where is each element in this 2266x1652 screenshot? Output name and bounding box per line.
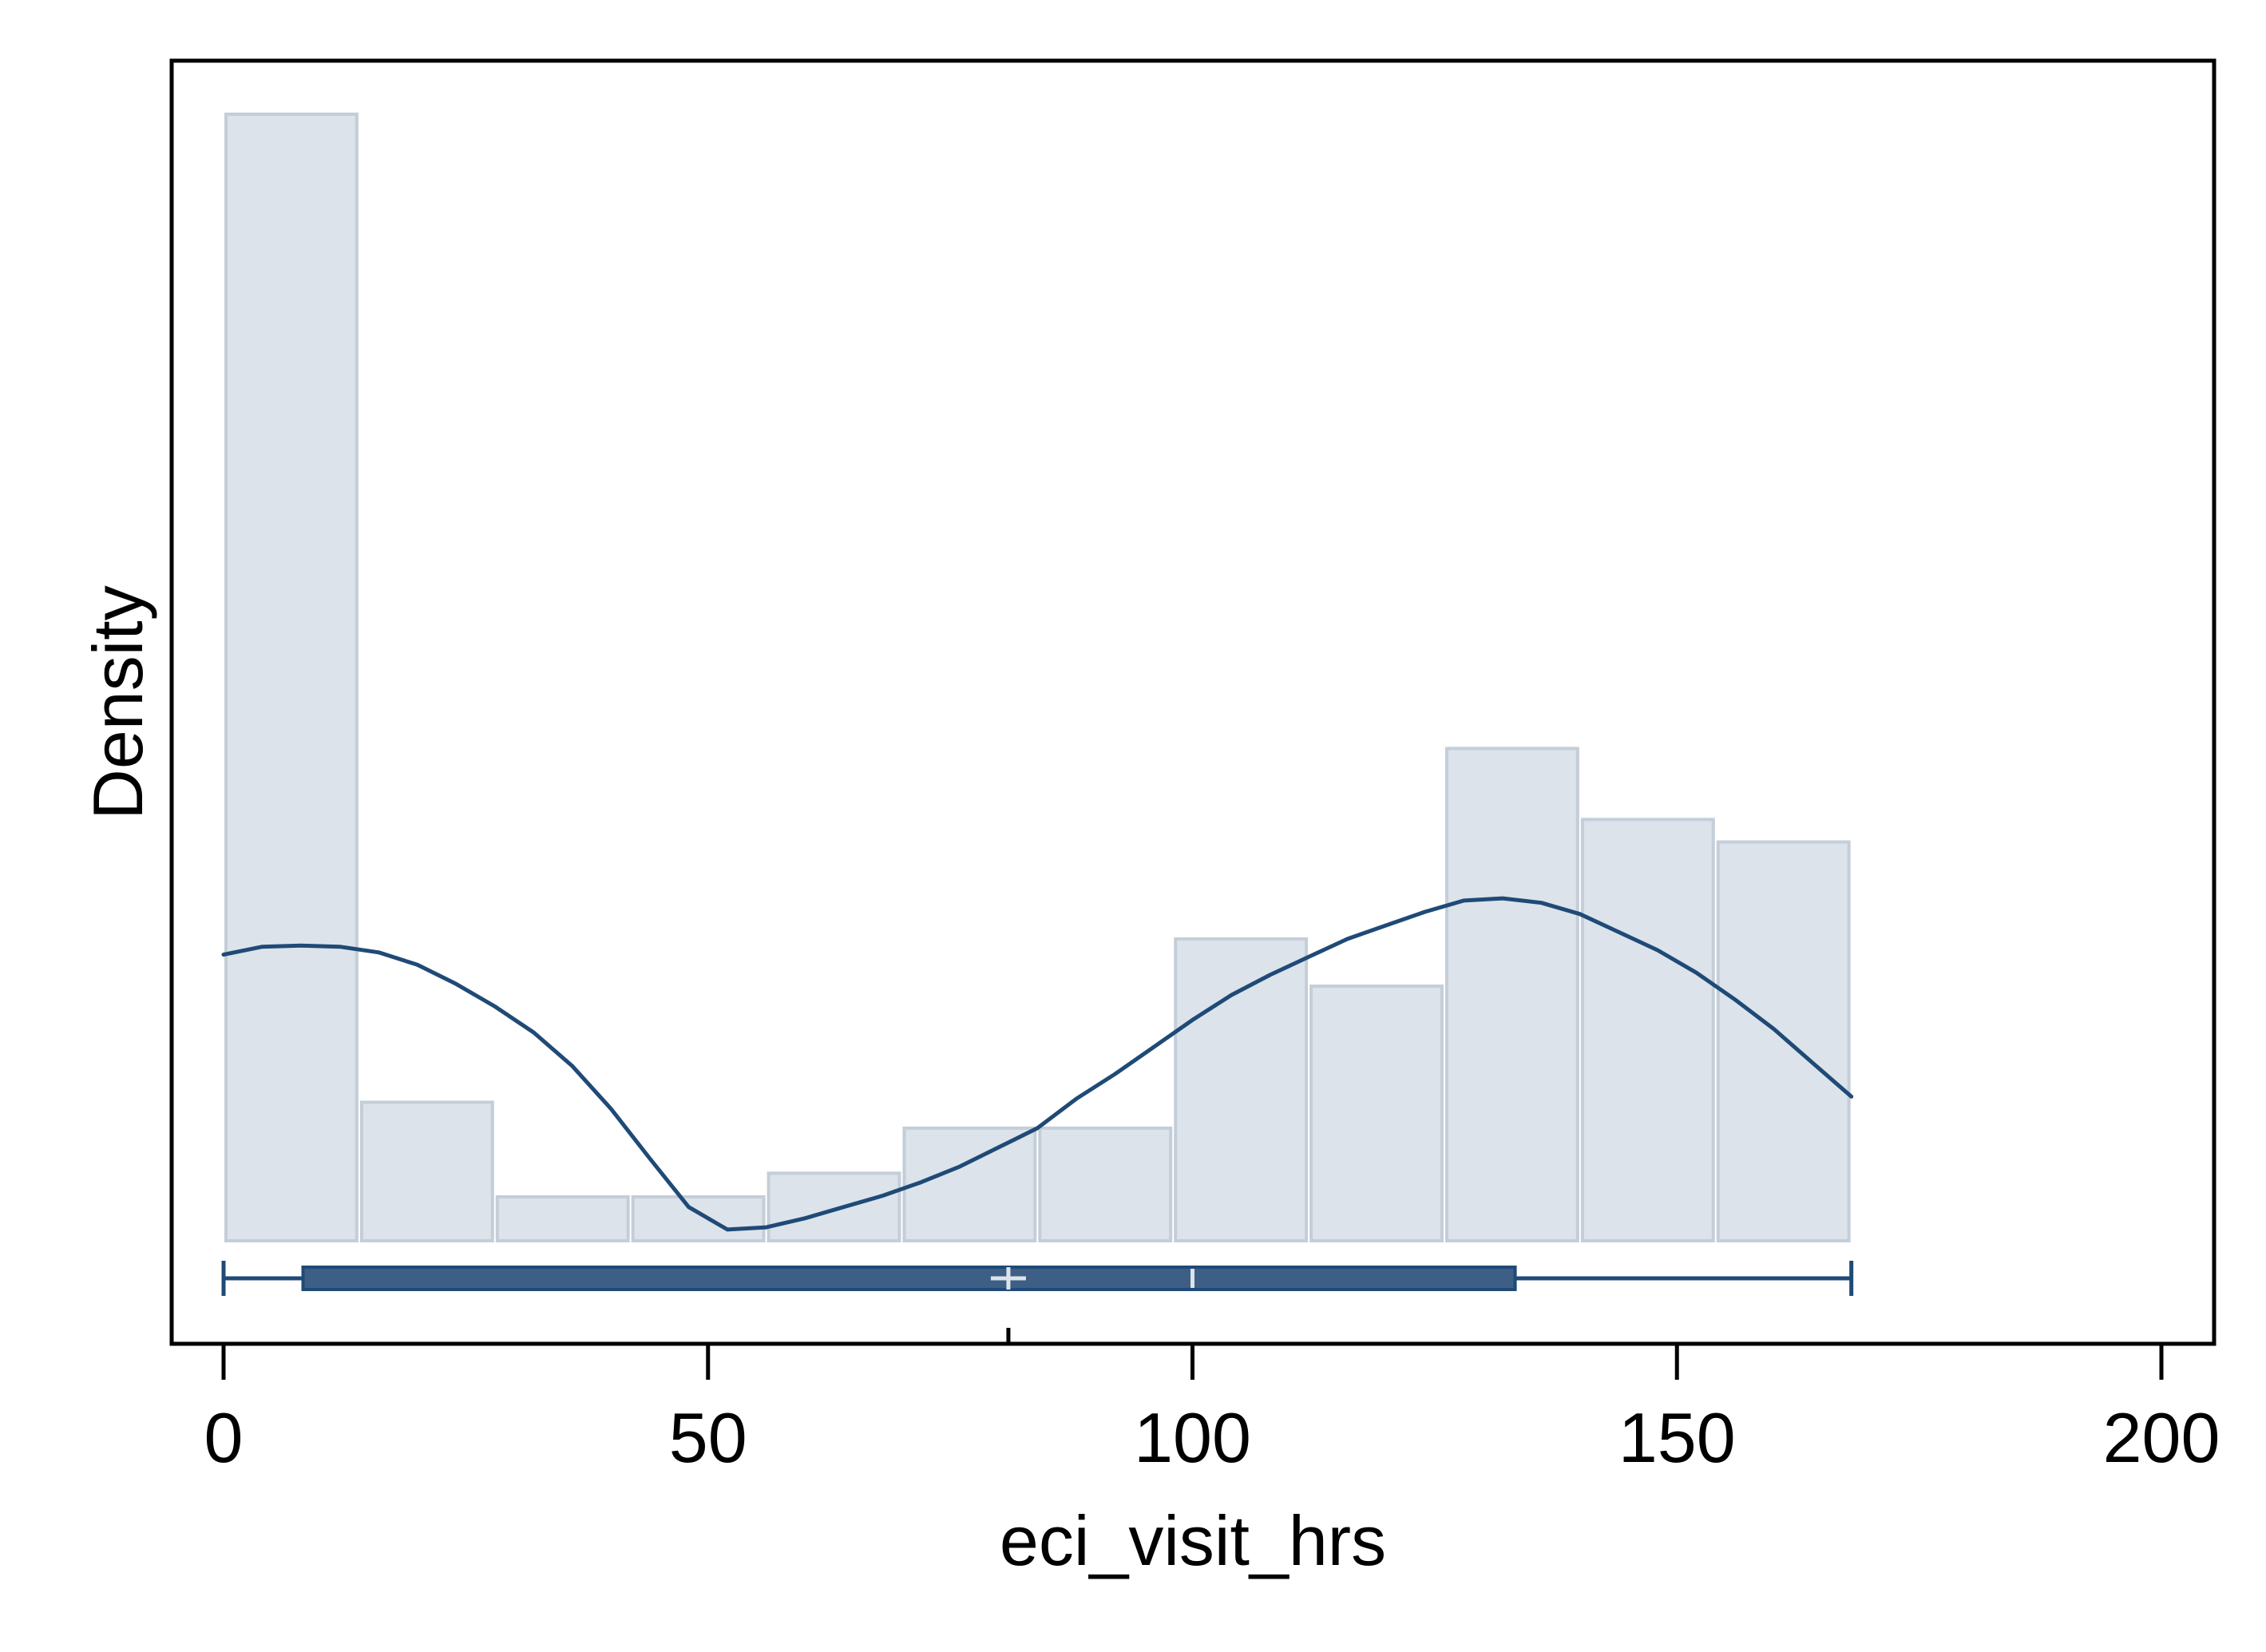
y-axis-title: Density — [78, 585, 157, 819]
boxplot-layer — [221, 1261, 1854, 1344]
histogram-bar — [224, 113, 359, 1242]
histogram-bar — [1716, 840, 1851, 1242]
histogram-bar — [495, 1194, 630, 1242]
boxplot-box — [301, 1266, 1517, 1291]
density-curve — [221, 896, 1854, 1232]
density-curve-layer — [221, 896, 1854, 1232]
x-tick-label: 50 — [669, 1398, 747, 1477]
histogram-bar — [1580, 818, 1715, 1242]
histogram-bar — [1038, 1126, 1173, 1243]
x-tick-label: 100 — [1134, 1398, 1251, 1477]
x-axis-title: eci_visit_hrs — [1000, 1501, 1386, 1580]
histogram-bar — [767, 1171, 901, 1242]
histogram-bar — [631, 1194, 766, 1242]
histogram-bars — [224, 113, 1851, 1243]
histogram-bar — [359, 1100, 494, 1243]
x-tick-label: 0 — [204, 1398, 244, 1477]
x-tick-label: 150 — [1618, 1398, 1736, 1477]
histogram-bar — [902, 1126, 1037, 1243]
x-axis: 0 50 100 150 200 — [204, 1344, 2220, 1477]
histogram-bar — [1174, 937, 1309, 1243]
histogram-bar — [1309, 984, 1444, 1242]
histogram-bar — [1445, 747, 1579, 1242]
x-tick-label: 200 — [2103, 1398, 2220, 1477]
